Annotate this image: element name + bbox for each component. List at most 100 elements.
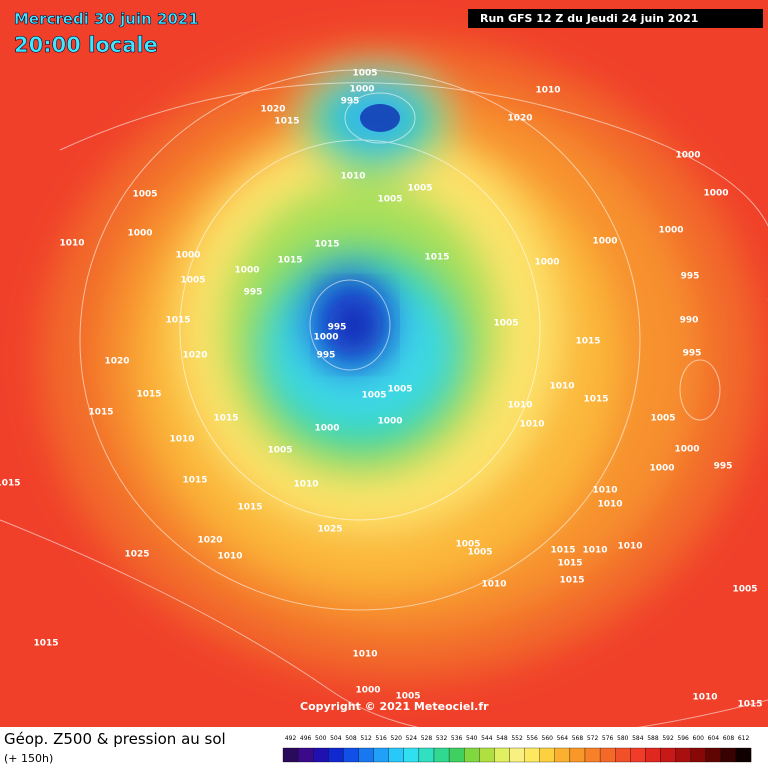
- legend-value: 540: [466, 735, 478, 742]
- isobar-label: 1010: [582, 546, 607, 556]
- isobar-label: 1015: [550, 546, 575, 556]
- legend-swatch: [509, 747, 525, 763]
- legend-swatch: [735, 747, 752, 763]
- isobar-label: 1005: [395, 692, 420, 702]
- legend-swatch: [464, 747, 480, 763]
- isobar-label: 1010: [217, 552, 242, 562]
- isobar-label: 995: [317, 351, 336, 361]
- isobar-label: 1010: [692, 693, 717, 703]
- isobar-label: 1020: [507, 114, 532, 124]
- legend-swatch: [615, 747, 631, 763]
- isobar-label: 995: [714, 462, 733, 472]
- isobar-label: 1005: [455, 540, 480, 550]
- legend-value: 584: [632, 735, 644, 742]
- isobar-label: 1005: [467, 548, 492, 558]
- isobar-label: 1020: [104, 357, 129, 367]
- isobar-label: 1015: [237, 503, 262, 513]
- isobar-label: 1010: [549, 382, 574, 392]
- isobar-label: 1015: [737, 700, 762, 710]
- isobar-label: 1015: [557, 559, 582, 569]
- legend-swatch: [599, 747, 616, 763]
- copyright: Copyright © 2021 Meteociel.fr: [300, 700, 489, 713]
- isobar-label: 1005: [352, 69, 377, 79]
- isobar-label: 1025: [124, 550, 149, 560]
- legend-value: 564: [557, 735, 569, 742]
- isobar-label: 1005: [267, 446, 292, 456]
- run-box: [468, 9, 763, 28]
- isobar-label: 1010: [597, 500, 622, 510]
- legend-swatch: [494, 747, 510, 763]
- isobar-label: 995: [681, 272, 700, 282]
- isobar-label: 995: [341, 97, 360, 107]
- isobar-label: 1020: [182, 351, 207, 361]
- isobar-label: 1005: [132, 190, 157, 200]
- legend-swatch: [554, 747, 571, 763]
- isobar-label: 1025: [317, 525, 342, 535]
- legend-swatch: [690, 747, 706, 763]
- isobar-label: 1015: [424, 253, 449, 263]
- legend-swatch: [282, 747, 299, 763]
- isobar-label: 1005: [377, 195, 402, 205]
- legend-value: 568: [572, 735, 584, 742]
- isobar-label: 1000: [377, 417, 402, 427]
- isobar-label: 1015: [0, 479, 21, 489]
- legend-swatch: [297, 747, 314, 763]
- isobar-label: 1000: [675, 151, 700, 161]
- legend-value: 492: [285, 735, 297, 742]
- isobar-label: 1000: [314, 424, 339, 434]
- footer-title: Géop. Z500 & pression au sol: [4, 730, 226, 748]
- legend-swatch: [343, 747, 359, 763]
- legend-swatch: [418, 747, 435, 763]
- isobar-label: 1015: [33, 639, 58, 649]
- legend-value: 588: [647, 735, 659, 742]
- legend: 492 496 500 504 508 512 516 520 524 528 532 536 540 5…: [282, 735, 752, 763]
- legend-swatch: [584, 747, 601, 763]
- isobar-label: 995: [328, 323, 347, 333]
- legend-value: 536: [451, 735, 463, 742]
- legend-value: 600: [693, 735, 705, 742]
- isobar-label: 1000: [592, 237, 617, 247]
- isobar-label: 1010: [352, 650, 377, 660]
- legend-value: 552: [511, 735, 523, 742]
- isobar-label: 1005: [361, 391, 386, 401]
- legend-value: 548: [496, 735, 508, 742]
- isobar-label: 1005: [493, 319, 518, 329]
- legend-swatch: [448, 747, 465, 763]
- isobar-label: 1000: [674, 445, 699, 455]
- isobar-label: 1005: [180, 276, 205, 286]
- isobar-label: 1005: [732, 585, 757, 595]
- legend-swatch: [358, 747, 374, 763]
- isobar-label: 1000: [175, 251, 200, 261]
- date: Mercredi 30 juin 2021: [14, 10, 199, 28]
- isobar-label: 1015: [274, 117, 299, 127]
- isobar-label: 1000: [313, 333, 338, 343]
- isobar-label: 1010: [507, 401, 532, 411]
- legend-value: 516: [375, 735, 387, 742]
- isobar-label: 1010: [617, 542, 642, 552]
- legend-swatch: [675, 747, 691, 763]
- isobar-label: 1015: [559, 576, 584, 586]
- legend-value: 532: [436, 735, 448, 742]
- isobar-label: 1010: [592, 486, 617, 496]
- isobar-label: 1005: [407, 184, 432, 194]
- legend-value: 612: [738, 735, 750, 742]
- isobar-labels: 1005100099510201015101010201010100510051…: [0, 69, 763, 710]
- isobar-label: 1015: [314, 240, 339, 250]
- isobar-label: 1015: [583, 395, 608, 405]
- legend-value: 592: [662, 735, 674, 742]
- isobar-label: 1020: [197, 536, 222, 546]
- legend-value: 496: [300, 735, 312, 742]
- legend-swatch: [388, 747, 404, 763]
- legend-value: 572: [587, 735, 599, 742]
- legend-value: 580: [617, 735, 629, 742]
- time: 20:00 locale: [14, 33, 158, 57]
- legend-swatch: [479, 747, 495, 763]
- legend-swatch: [720, 747, 737, 763]
- legend-swatch: [313, 747, 329, 763]
- legend-value: 608: [723, 735, 735, 742]
- legend-swatch: [705, 747, 722, 763]
- legend-swatch: [373, 747, 389, 763]
- isobar-label: 1000: [234, 266, 259, 276]
- legend-swatch: [645, 747, 661, 763]
